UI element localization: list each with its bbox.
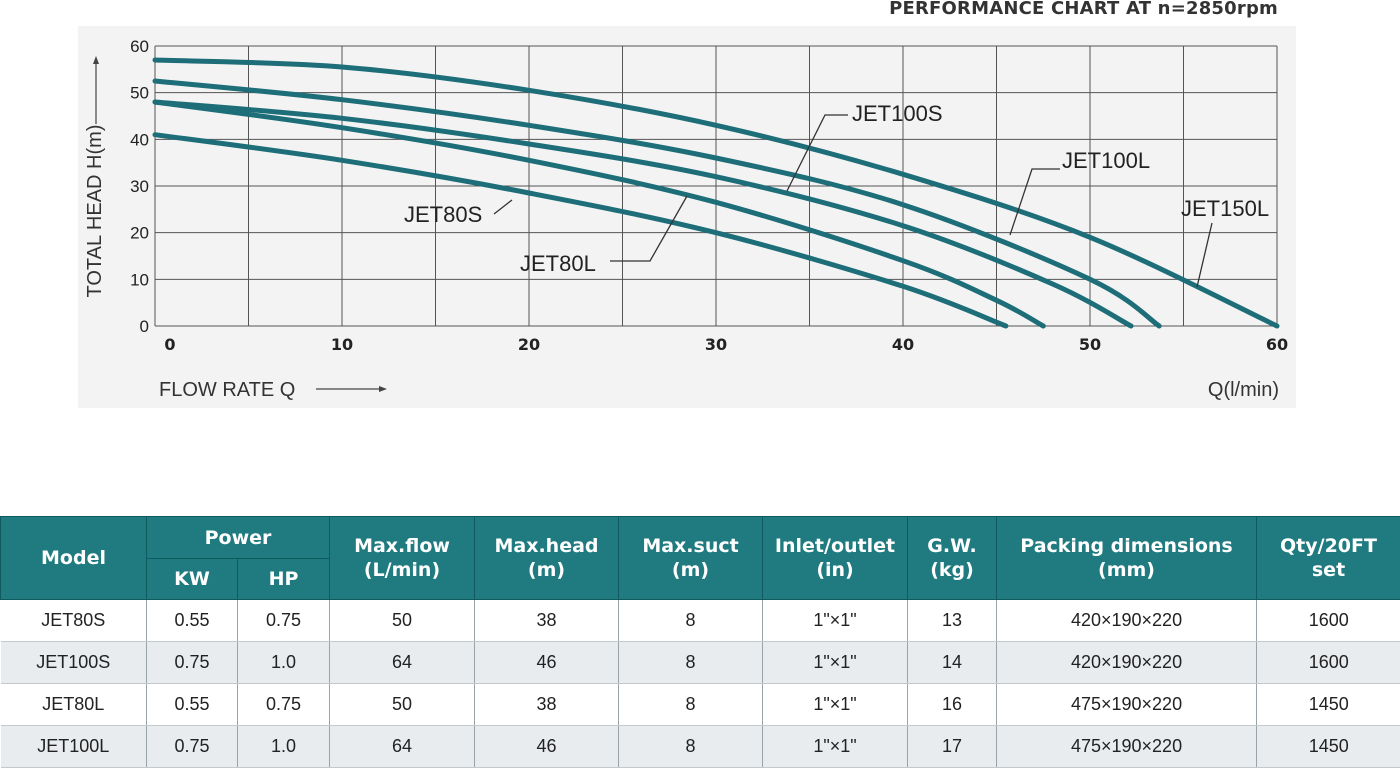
cell-kw: 0.55	[146, 599, 238, 642]
cell-max-suct: 8	[618, 599, 764, 642]
header-hp: HP	[236, 558, 331, 600]
cell-gw: 16	[907, 683, 998, 726]
cell-max-head: 46	[474, 641, 620, 684]
cell-gw: 13	[907, 599, 998, 642]
header-max-suct: Max.suct (m)	[618, 516, 764, 600]
cell-max-flow: 64	[329, 725, 476, 768]
header-max-head: Max.head (m)	[474, 516, 620, 600]
y-axis-label: TOTAL HEAD H(m)	[84, 125, 106, 298]
chart-background	[78, 26, 1296, 408]
series-line-jet100l	[152, 78, 1162, 329]
curve-label-jet100l: JET100L	[1062, 148, 1150, 173]
curve-label-jet80s: JET80S	[404, 202, 482, 227]
table-row: JET100L 0.75 1.0 64 46 8 1"×1" 17 475×19…	[0, 725, 1400, 768]
cell-packing: 420×190×220	[996, 641, 1258, 684]
header-model: Model	[0, 516, 147, 600]
cell-max-flow: 50	[329, 683, 476, 726]
cell-max-head: 38	[474, 599, 620, 642]
spec-table: Model Power Max.flow (L/min) Max.head (m) …	[0, 516, 1400, 768]
cell-max-flow: 64	[329, 641, 476, 684]
header-power: Power	[145, 516, 331, 559]
x-axis-label: FLOW RATE Q	[159, 379, 295, 401]
cell-hp: 0.75	[237, 683, 331, 726]
cell-hp: 0.75	[237, 599, 331, 642]
cell-model: JET100L	[0, 725, 147, 768]
y-tick-label: 20	[130, 224, 149, 243]
x-axis-unit: Q(l/min)	[1208, 379, 1279, 401]
cell-model: JET80L	[0, 683, 147, 726]
table-row: JET80L 0.55 0.75 50 38 8 1"×1" 16 475×19…	[0, 683, 1400, 726]
leader-line	[1196, 222, 1213, 288]
series-line-jet150l	[152, 57, 1280, 329]
cell-hp: 1.0	[237, 641, 331, 684]
header-max-flow: Max.flow (L/min)	[329, 516, 476, 600]
curve-label-jet150l: JET150L	[1181, 196, 1269, 221]
y-tick-label: 50	[130, 84, 149, 103]
cell-inlet-outlet: 1"×1"	[762, 641, 909, 684]
y-tick-label: 0	[140, 317, 149, 336]
header-inlet-outlet: Inlet/outlet (in)	[762, 516, 909, 600]
x-tick-label: 10	[331, 335, 353, 354]
cell-kw: 0.75	[146, 641, 238, 684]
table-row: JET80S 0.55 0.75 50 38 8 1"×1" 13 420×19…	[0, 599, 1400, 642]
header-gw: G.W. (kg)	[907, 516, 998, 600]
cell-kw: 0.75	[146, 725, 238, 768]
x-tick-label: 20	[518, 335, 540, 354]
x-tick-label: 40	[892, 335, 914, 354]
series-line-jet80l	[152, 99, 1046, 329]
leader-line	[1009, 168, 1060, 236]
cell-max-suct: 8	[618, 641, 764, 684]
cell-max-flow: 50	[329, 599, 476, 642]
cell-kw: 0.55	[146, 683, 238, 726]
cell-packing: 475×190×220	[996, 683, 1258, 726]
series-line-jet80s	[152, 132, 1009, 329]
x-tick-label: 50	[1079, 335, 1101, 354]
cell-max-head: 46	[474, 725, 620, 768]
x-tick-label: 0	[164, 335, 175, 354]
x-axis-arrowhead	[379, 386, 387, 392]
cell-packing: 475×190×220	[996, 725, 1258, 768]
cell-inlet-outlet: 1"×1"	[762, 683, 909, 726]
leader-line	[610, 195, 688, 262]
cell-packing: 420×190×220	[996, 599, 1258, 642]
header-qty: Qty/20FT set	[1256, 516, 1400, 600]
leader-line	[493, 199, 513, 215]
cell-max-suct: 8	[618, 683, 764, 726]
performance-chart: JET80S JET80L JET100S JET100L JET150L 0 10 20 3…	[84, 37, 1288, 401]
curve-label-jet80l: JET80L	[520, 251, 596, 276]
leader-line	[786, 114, 848, 192]
y-tick-label: 10	[130, 270, 149, 289]
y-tick-label: 30	[130, 177, 149, 196]
cell-max-suct: 8	[618, 725, 764, 768]
cell-qty: 1450	[1256, 683, 1400, 726]
table-row: JET100S 0.75 1.0 64 46 8 1"×1" 14 420×19…	[0, 641, 1400, 684]
series-line-jet100s	[152, 99, 1134, 329]
y-axis-arrowhead	[93, 56, 99, 64]
cell-qty: 1600	[1256, 599, 1400, 642]
chart-title: PERFORMANCE CHART AT n=2850rpm	[889, 0, 1278, 19]
cell-gw: 17	[907, 725, 998, 768]
header-packing: Packing dimensions (mm)	[996, 516, 1258, 600]
cell-qty: 1450	[1256, 725, 1400, 768]
x-tick-label: 30	[705, 335, 727, 354]
curve-label-jet100s: JET100S	[852, 101, 943, 126]
cell-inlet-outlet: 1"×1"	[762, 725, 909, 768]
cell-model: JET80S	[0, 599, 147, 642]
cell-gw: 14	[907, 641, 998, 684]
cell-hp: 1.0	[237, 725, 331, 768]
cell-qty: 1600	[1256, 641, 1400, 684]
cell-max-head: 38	[474, 683, 620, 726]
y-tick-label: 40	[130, 130, 149, 149]
y-tick-label: 60	[130, 37, 149, 56]
cell-model: JET100S	[0, 641, 147, 684]
header-kw: KW	[146, 558, 238, 600]
x-tick-label: 60	[1266, 335, 1288, 354]
cell-inlet-outlet: 1"×1"	[762, 599, 909, 642]
